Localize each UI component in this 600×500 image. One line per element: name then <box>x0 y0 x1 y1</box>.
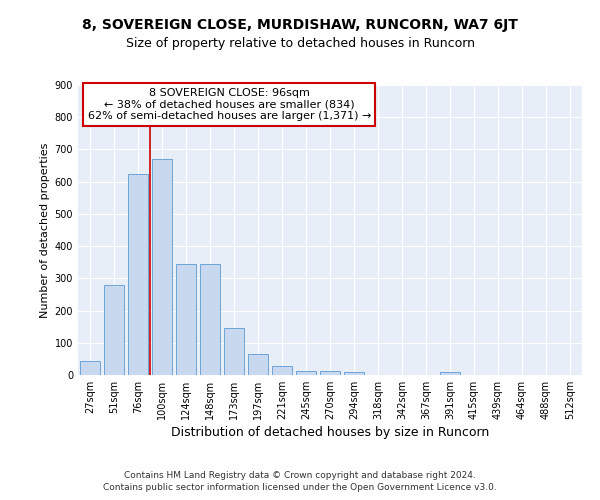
Bar <box>296 371 316 375</box>
Bar <box>320 371 340 375</box>
Bar <box>152 159 172 375</box>
Text: Contains HM Land Registry data © Crown copyright and database right 2024.: Contains HM Land Registry data © Crown c… <box>124 471 476 480</box>
Bar <box>272 366 292 375</box>
Text: 8 SOVEREIGN CLOSE: 96sqm
← 38% of detached houses are smaller (834)
62% of semi-: 8 SOVEREIGN CLOSE: 96sqm ← 38% of detach… <box>88 88 371 121</box>
Bar <box>344 372 364 375</box>
X-axis label: Distribution of detached houses by size in Runcorn: Distribution of detached houses by size … <box>171 426 489 439</box>
Text: 8, SOVEREIGN CLOSE, MURDISHAW, RUNCORN, WA7 6JT: 8, SOVEREIGN CLOSE, MURDISHAW, RUNCORN, … <box>82 18 518 32</box>
Bar <box>104 285 124 375</box>
Text: Size of property relative to detached houses in Runcorn: Size of property relative to detached ho… <box>125 38 475 51</box>
Text: Contains public sector information licensed under the Open Government Licence v3: Contains public sector information licen… <box>103 484 497 492</box>
Bar <box>224 328 244 375</box>
Y-axis label: Number of detached properties: Number of detached properties <box>40 142 50 318</box>
Bar <box>200 264 220 375</box>
Bar <box>248 354 268 375</box>
Bar <box>80 362 100 375</box>
Bar <box>128 174 148 375</box>
Bar <box>440 372 460 375</box>
Bar <box>176 264 196 375</box>
